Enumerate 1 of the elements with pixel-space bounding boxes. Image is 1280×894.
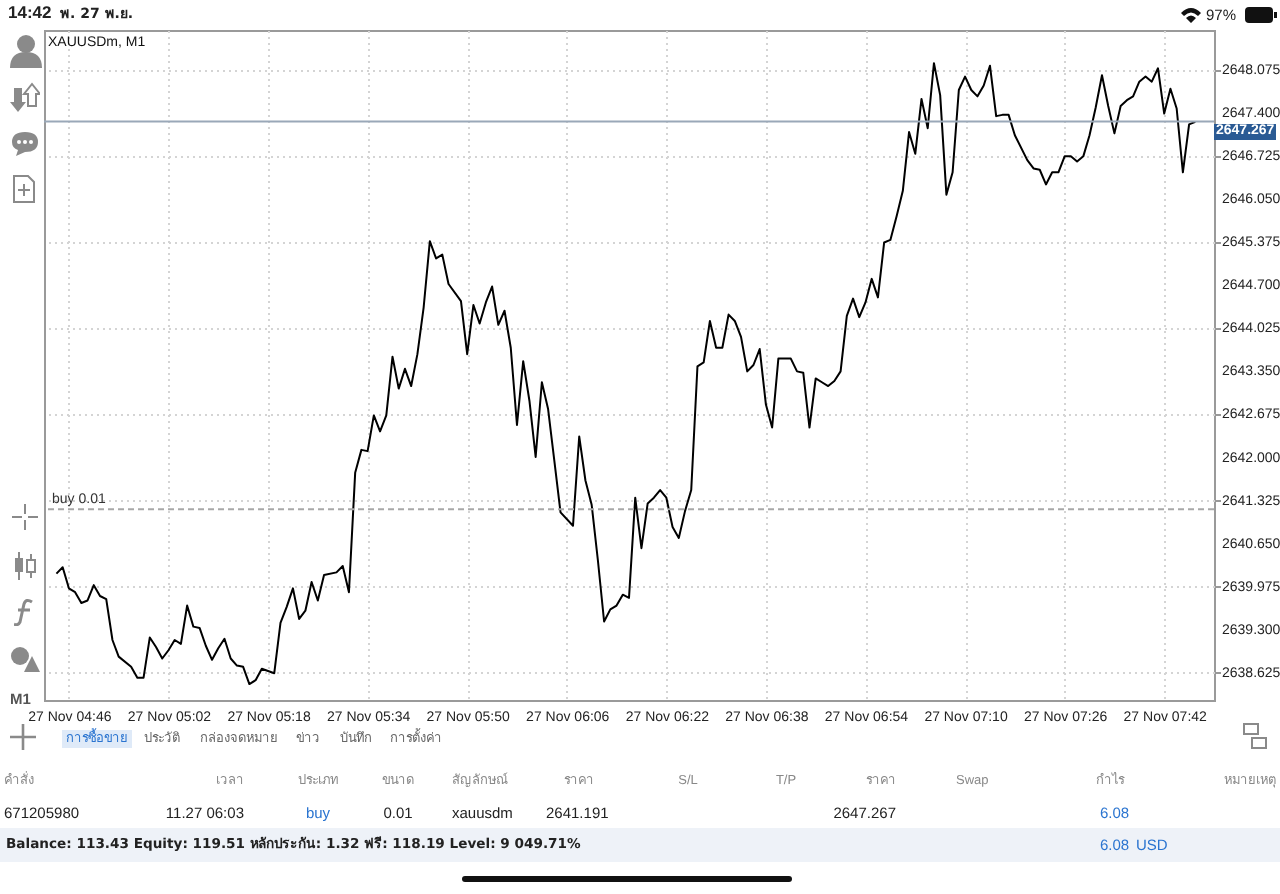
text: 14:42 — [8, 2, 52, 22]
